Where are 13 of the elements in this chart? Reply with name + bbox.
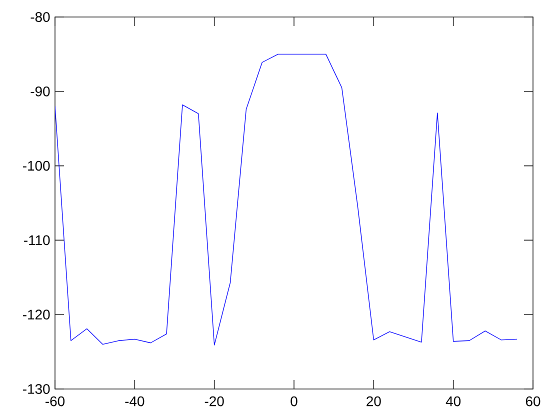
x-tick-label: 60 [526,396,540,406]
x-tick-label: 0 [290,396,298,406]
y-tick-label: -120 [23,310,50,320]
x-tick-label: -40 [125,396,144,406]
y-tick-label: -100 [23,160,50,171]
y-tick-label: -110 [24,235,50,246]
x-tick-label: 20 [366,396,381,406]
x-tick-label: -60 [46,396,65,406]
y-tick-label: -130 [23,384,50,394]
y-tick-label: -80 [30,12,50,22]
x-tick-label: -20 [204,396,224,406]
y-tick-label: -90 [30,86,50,96]
x-tick-label: 40 [446,396,461,406]
